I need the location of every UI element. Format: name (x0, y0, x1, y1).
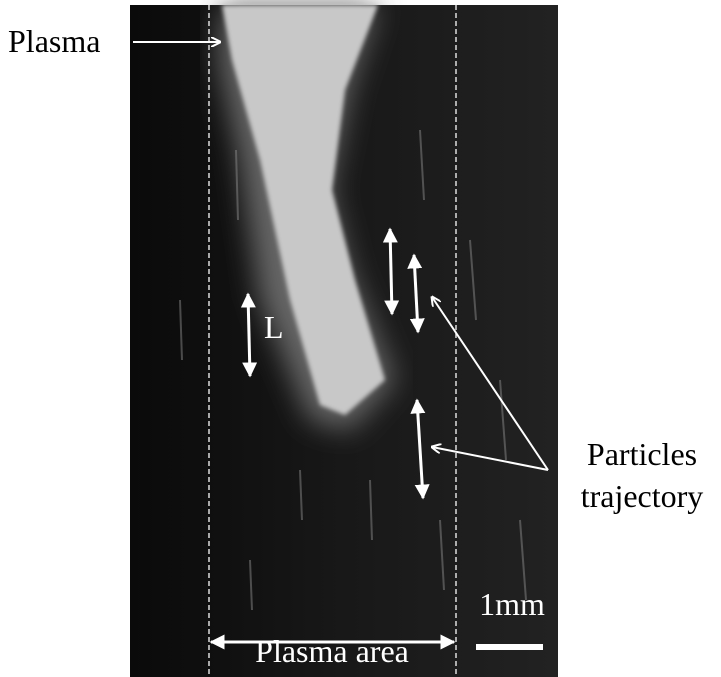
scale-label: 1mm (479, 586, 545, 622)
particles-label: Particles (587, 436, 697, 472)
particles-label: trajectory (581, 478, 704, 514)
figure: Plasma L Particles trajectory 1mm Plasma… (0, 0, 721, 677)
plasma-label: Plasma (8, 23, 100, 59)
length-label: L (264, 309, 284, 345)
scale-bar (476, 644, 543, 650)
plasma-area-label: Plasma area (255, 633, 409, 669)
photo (130, 5, 558, 677)
